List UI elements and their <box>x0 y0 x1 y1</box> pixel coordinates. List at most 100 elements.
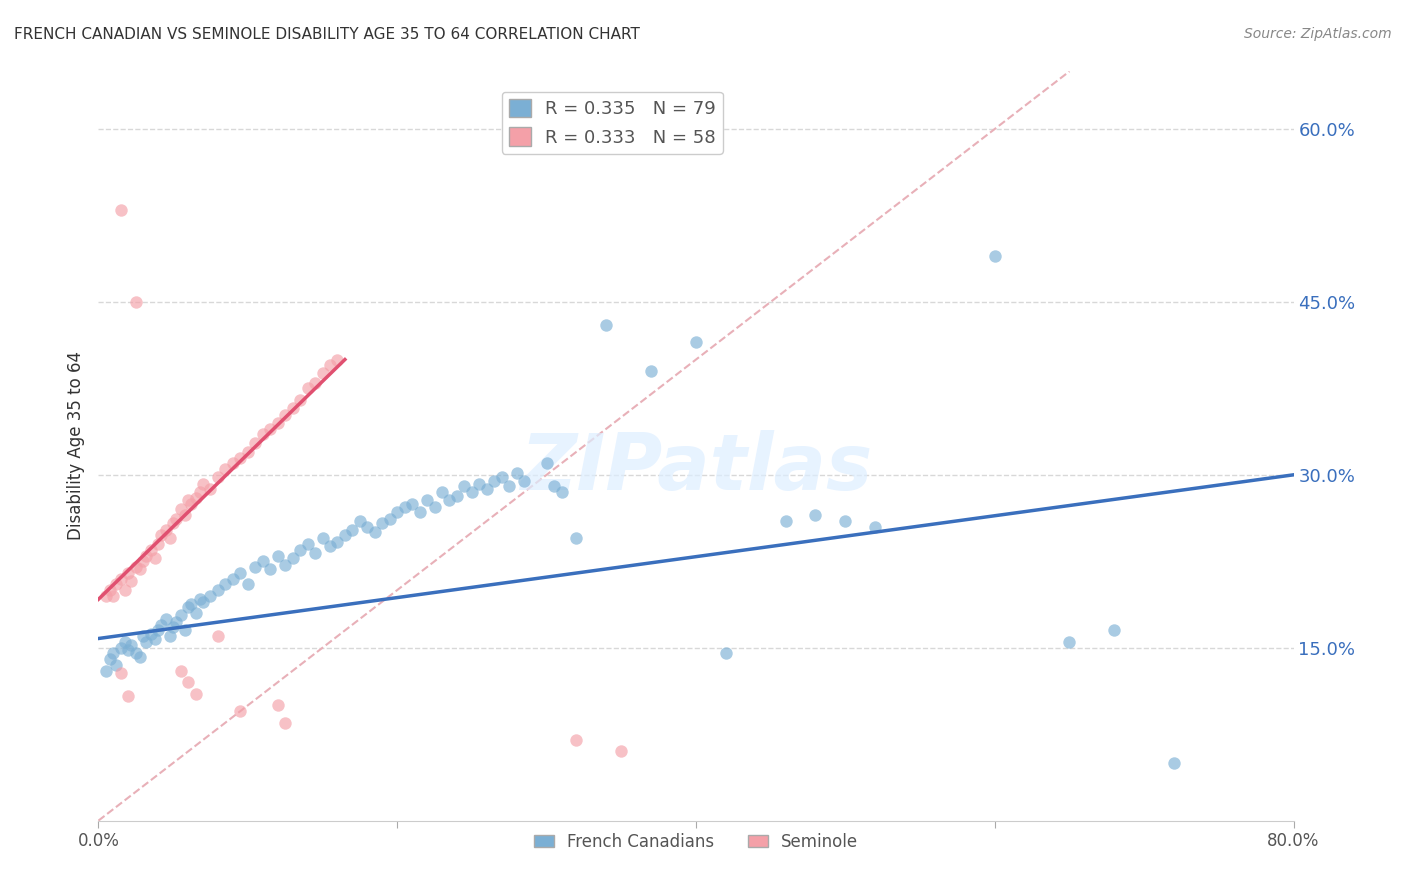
Point <box>461 485 484 500</box>
Point <box>125 294 148 309</box>
Point <box>191 594 214 608</box>
Point <box>1104 624 1126 638</box>
Point <box>229 566 252 580</box>
Point <box>423 500 446 514</box>
Point <box>475 482 498 496</box>
Point <box>159 629 181 643</box>
Point <box>543 479 565 493</box>
Point <box>513 474 536 488</box>
Point <box>207 629 229 643</box>
Point <box>834 514 856 528</box>
Point <box>865 519 887 533</box>
Point <box>184 606 207 620</box>
Point <box>378 511 401 525</box>
Point <box>304 376 326 390</box>
Point <box>245 435 267 450</box>
Point <box>129 649 152 664</box>
Point <box>536 456 558 470</box>
Point <box>640 364 662 378</box>
Point <box>143 550 166 565</box>
Point <box>207 470 229 484</box>
Point <box>120 574 142 588</box>
Point <box>169 502 191 516</box>
Y-axis label: Disability Age 35 to 64: Disability Age 35 to 64 <box>66 351 84 541</box>
Point <box>117 643 139 657</box>
Point <box>174 624 197 638</box>
Point <box>222 456 245 470</box>
Point <box>565 733 588 747</box>
Point <box>177 493 200 508</box>
Point <box>94 589 117 603</box>
Point <box>468 477 491 491</box>
Point <box>259 422 281 436</box>
Point <box>177 675 200 690</box>
Point <box>155 523 177 537</box>
Point <box>252 554 274 568</box>
Legend: French Canadians, Seminole: French Canadians, Seminole <box>527 826 865 857</box>
Point <box>259 562 281 576</box>
Point <box>281 401 304 415</box>
Point <box>150 528 173 542</box>
Point <box>267 698 290 713</box>
Point <box>155 612 177 626</box>
Point <box>169 608 191 623</box>
Point <box>236 444 259 458</box>
Point <box>385 505 409 519</box>
Point <box>135 635 157 649</box>
Point <box>159 531 181 545</box>
Point <box>214 462 236 476</box>
Point <box>342 523 364 537</box>
Point <box>550 485 572 500</box>
Point <box>416 493 439 508</box>
Point <box>110 202 132 217</box>
Point <box>394 500 416 514</box>
Point <box>430 485 453 500</box>
Point <box>135 549 157 563</box>
Point <box>214 577 236 591</box>
Point <box>110 666 132 681</box>
Point <box>139 542 162 557</box>
Point <box>229 450 252 465</box>
Point <box>188 485 211 500</box>
Point <box>117 566 139 580</box>
Point <box>132 629 155 643</box>
Point <box>110 572 132 586</box>
Point <box>267 416 290 430</box>
Point <box>333 528 356 542</box>
Point <box>125 560 148 574</box>
Point <box>610 744 633 758</box>
Point <box>180 597 202 611</box>
Point <box>165 511 187 525</box>
Point <box>129 562 152 576</box>
Point <box>229 704 252 718</box>
Point <box>169 664 191 678</box>
Point <box>685 335 707 350</box>
Point <box>984 249 1007 263</box>
Point <box>105 658 128 673</box>
Point <box>453 479 475 493</box>
Point <box>319 539 342 553</box>
Point <box>180 497 202 511</box>
Point <box>274 558 297 572</box>
Point <box>274 715 297 730</box>
Point <box>775 514 797 528</box>
Text: ZIPatlas: ZIPatlas <box>520 431 872 507</box>
Point <box>188 592 211 607</box>
Point <box>326 352 349 367</box>
Point <box>371 516 394 531</box>
Point <box>174 508 197 523</box>
Point <box>297 381 319 395</box>
Point <box>484 474 506 488</box>
Point <box>150 617 173 632</box>
Point <box>125 647 148 661</box>
Point <box>297 537 319 551</box>
Point <box>364 525 387 540</box>
Point <box>98 583 122 598</box>
Point <box>162 620 184 634</box>
Point <box>267 549 290 563</box>
Point <box>595 318 617 332</box>
Point <box>143 632 166 646</box>
Point <box>311 367 333 381</box>
Point <box>184 491 207 505</box>
Point <box>1059 635 1081 649</box>
